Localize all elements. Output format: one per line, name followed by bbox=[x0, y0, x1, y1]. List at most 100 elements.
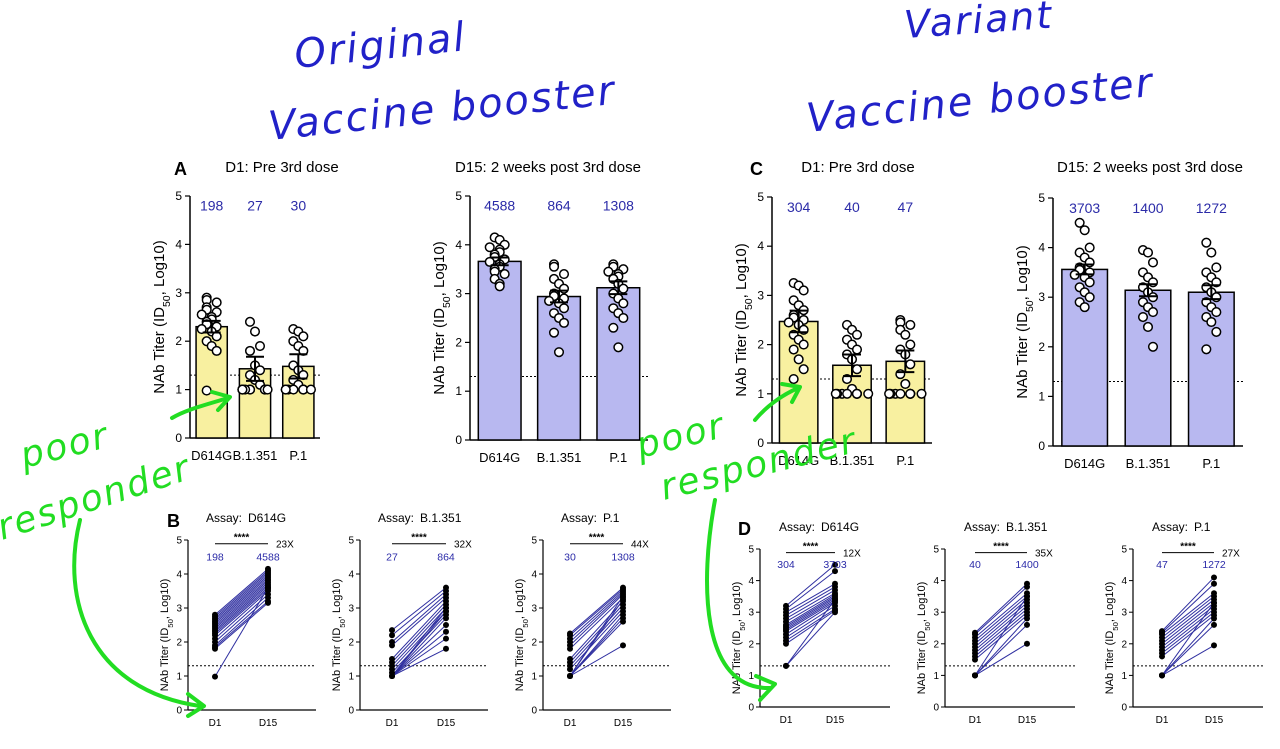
pair-line bbox=[569, 644, 624, 677]
y-tick-label: 0 bbox=[933, 703, 939, 714]
data-point bbox=[558, 303, 570, 314]
data-point bbox=[548, 327, 560, 338]
x-tick-label: D15 bbox=[437, 718, 456, 729]
data-point bbox=[788, 373, 799, 385]
x-tick-label: D614G bbox=[778, 453, 819, 468]
pair-line bbox=[569, 621, 624, 677]
titer-label: 27 bbox=[247, 198, 263, 214]
titer-label: 1400 bbox=[1132, 200, 1163, 216]
titer-label-d1: 40 bbox=[969, 559, 981, 571]
paired-chart-b3: 0 1 2 3 4 5 NAb Titer (ID50, Log10) D1 D15 Assay:… bbox=[514, 511, 671, 729]
y-tick-label: 3 bbox=[531, 604, 537, 615]
data-point bbox=[842, 388, 853, 399]
y-tick-label: 4 bbox=[1121, 576, 1127, 587]
panel-letter-b: B bbox=[167, 511, 180, 531]
pair-line bbox=[569, 604, 624, 663]
titer-label: 47 bbox=[898, 199, 914, 215]
pair-line bbox=[1161, 602, 1215, 676]
y-tick-label: 1 bbox=[1121, 671, 1127, 682]
assay-label: Assay: bbox=[561, 511, 597, 525]
data-point-d15 bbox=[832, 596, 838, 603]
data-point bbox=[1137, 311, 1149, 323]
pair-line bbox=[1161, 583, 1215, 634]
data-point bbox=[603, 266, 614, 277]
y-tick-label: 4 bbox=[455, 238, 462, 252]
data-point bbox=[1211, 326, 1222, 337]
titer-label-d15: 3703 bbox=[823, 559, 847, 571]
y-tick-label: 1 bbox=[757, 387, 764, 401]
titer-label-d15: 1308 bbox=[611, 551, 635, 563]
significance-stars: **** bbox=[589, 533, 605, 544]
pair-line bbox=[391, 611, 447, 677]
pair-line bbox=[785, 592, 836, 623]
titer-label-d15: 1400 bbox=[1015, 559, 1039, 571]
data-point bbox=[1084, 257, 1095, 268]
data-point bbox=[1079, 302, 1090, 313]
y-axis-label: NAb Titer (ID50, Log10) bbox=[514, 579, 530, 692]
data-point-d15 bbox=[1211, 642, 1217, 649]
data-point bbox=[484, 256, 495, 267]
data-point bbox=[201, 385, 212, 396]
significance-stars: **** bbox=[234, 533, 250, 544]
pair-line bbox=[974, 596, 1028, 642]
data-point bbox=[1142, 321, 1154, 333]
data-point bbox=[558, 269, 570, 280]
pair-line bbox=[391, 590, 447, 636]
fold-change: 12X bbox=[843, 549, 861, 560]
pair-line bbox=[1161, 618, 1215, 676]
data-point-d15 bbox=[1024, 615, 1030, 622]
panel-letter-c: C bbox=[750, 159, 763, 179]
data-point bbox=[1084, 292, 1095, 303]
y-axis-label: NAb Titer (ID50, Log10) bbox=[1014, 245, 1036, 398]
pair-line bbox=[391, 604, 447, 663]
handwritten-vaccine-booster-1: Vaccine booster bbox=[266, 68, 618, 150]
data-point-d15 bbox=[443, 615, 449, 622]
data-point bbox=[895, 388, 906, 399]
data-point bbox=[549, 261, 560, 272]
data-point-d15 bbox=[620, 618, 626, 625]
fold-change: 32X bbox=[454, 540, 472, 551]
pair-line bbox=[214, 577, 269, 624]
titer-label: 198 bbox=[200, 198, 224, 214]
y-tick-label: 0 bbox=[455, 433, 462, 447]
y-tick-label: 0 bbox=[348, 706, 354, 717]
data-point bbox=[494, 281, 505, 292]
data-point-d15 bbox=[1024, 640, 1030, 647]
y-axis-label: NAb Titer (ID50, Log10) bbox=[151, 240, 173, 393]
y-tick-label: 5 bbox=[531, 536, 537, 547]
x-tick-label: D614G bbox=[191, 448, 232, 463]
y-tick-label: 2 bbox=[1038, 340, 1045, 354]
bar-chart-a1: D1: Pre 3rd dose 0 1 2 3 4 5 NAb Titer (ID50, L… bbox=[151, 159, 339, 463]
y-tick-label: 4 bbox=[748, 576, 754, 587]
data-point bbox=[211, 345, 222, 356]
pair-line bbox=[974, 618, 1028, 676]
data-point bbox=[237, 384, 248, 395]
y-tick-label: 5 bbox=[1121, 545, 1127, 556]
data-point bbox=[905, 339, 916, 350]
bar-chart-a2: D15: 2 weeks post 3rd dose 0 1 2 3 4 5 NAb Tite… bbox=[431, 159, 648, 465]
pair-line bbox=[785, 570, 836, 610]
data-point bbox=[905, 359, 916, 370]
pair-line bbox=[785, 599, 836, 667]
y-tick-label: 1 bbox=[933, 671, 939, 682]
data-point bbox=[1147, 277, 1159, 288]
titer-label: 30 bbox=[291, 198, 307, 214]
data-point bbox=[499, 269, 510, 280]
x-tick-label: D1 bbox=[1156, 715, 1169, 726]
pair-line bbox=[214, 575, 269, 622]
y-tick-label: 5 bbox=[455, 189, 462, 203]
data-point-d1 bbox=[389, 627, 395, 634]
data-point-d1 bbox=[1159, 653, 1165, 660]
data-point bbox=[884, 388, 895, 399]
data-point-d15 bbox=[443, 628, 449, 635]
data-point bbox=[298, 331, 309, 342]
data-point-d1 bbox=[389, 673, 395, 679]
data-point bbox=[788, 344, 799, 355]
arrow-head bbox=[780, 382, 802, 404]
y-tick-label: 0 bbox=[531, 706, 537, 717]
y-tick-label: 0 bbox=[748, 703, 754, 714]
significance-stars: **** bbox=[803, 542, 819, 553]
data-point bbox=[1084, 277, 1095, 288]
data-point-d1 bbox=[783, 640, 789, 647]
data-point-d15 bbox=[1211, 599, 1217, 606]
